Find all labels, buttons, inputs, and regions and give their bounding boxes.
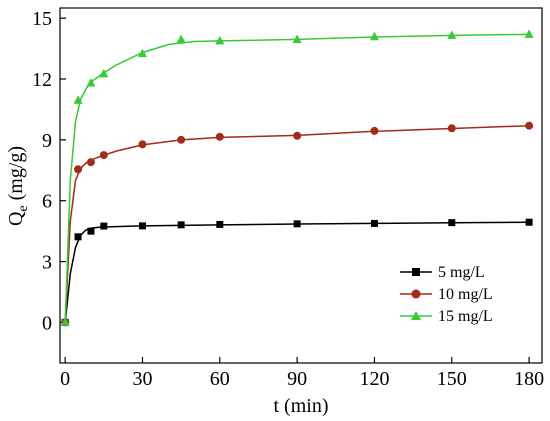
plot-frame [59,7,543,364]
data-point [447,30,457,39]
x-tick-label: 30 [132,368,152,390]
legend-label-5mgL: 5 mg/L [438,264,485,281]
data-point [216,220,224,228]
data-point [138,222,146,230]
y-tick-label: 9 [42,130,52,152]
x-tick-label: 90 [287,368,307,390]
data-point [177,135,186,144]
data-point [369,31,379,41]
data-point [176,34,186,43]
series-line [64,33,530,323]
legend-marker-circle [411,289,421,299]
data-point [447,124,456,133]
y-axis-label-subscript: e [16,205,31,211]
series-2 [60,29,534,326]
y-tick-label: 12 [32,69,52,91]
legend-marker-square [412,268,420,276]
data-point [73,95,83,104]
y-axis-label: Qe (mg/g) [5,146,31,226]
y-tick-label: 3 [42,252,52,274]
data-point [370,126,379,135]
legend-item-5mgL: 5 mg/L [400,264,485,281]
series-layer [60,29,534,327]
data-point [137,48,147,58]
axis-ticks: 0 30 60 90 120 150 180 0 3 6 9 12 15 [32,8,544,390]
data-point [524,29,534,38]
legend: 5 mg/L 10 mg/L 15 mg/L [400,264,493,325]
x-tick-label: 180 [514,368,544,390]
legend-item-10mgL: 10 mg/L [400,286,493,303]
data-point [525,218,533,226]
data-point [138,140,147,149]
series-line [64,124,530,323]
data-point [215,35,225,45]
data-point [448,219,456,227]
data-point [99,68,109,78]
legend-marker-triangle [411,311,421,320]
data-point [74,233,82,241]
data-point [215,132,224,141]
series-1 [61,121,534,327]
data-point [87,227,95,235]
data-point [370,219,378,227]
legend-label-10mgL: 10 mg/L [438,286,493,303]
data-point [60,317,70,326]
y-axis-label-main: Q [5,211,27,226]
x-axis-label: t (min) [274,395,329,417]
y-tick-label: 0 [42,312,52,334]
data-point [86,78,96,87]
y-tick-label: 6 [42,191,52,213]
legend-label-15mgL: 15 mg/L [438,308,493,325]
y-axis-label-unit: (mg/g) [5,146,27,205]
data-point [525,121,534,130]
data-point [100,222,108,230]
data-point [177,221,185,229]
data-point [293,220,301,228]
x-tick-label: 60 [210,368,230,390]
data-point [74,165,83,174]
data-point [86,158,95,167]
x-tick-label: 120 [359,368,389,390]
x-tick-label: 0 [60,368,70,390]
data-point [292,34,302,43]
x-tick-label: 150 [437,368,467,390]
data-point [293,131,302,140]
data-point [99,151,108,160]
y-tick-label: 15 [32,8,52,30]
legend-item-15mgL: 15 mg/L [400,308,493,325]
